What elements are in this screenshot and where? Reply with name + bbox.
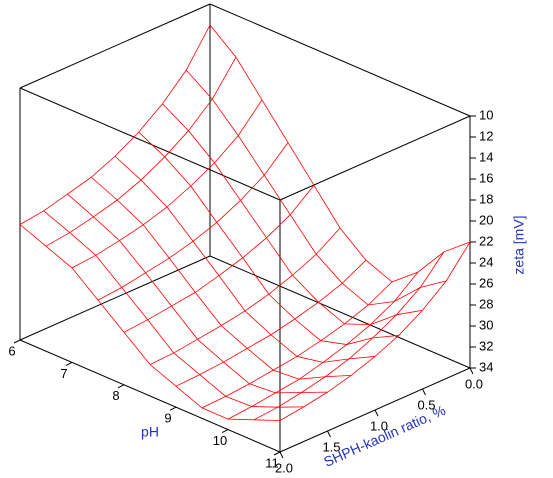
y-tick-label: 0.0 — [465, 376, 483, 391]
y-axis-title: SHPH-kaolin ratio, % — [321, 402, 448, 470]
z-tick-label: 26 — [479, 275, 493, 290]
z-tick-label: 16 — [479, 170, 493, 185]
mesh-line — [138, 131, 399, 345]
x-tick — [169, 406, 177, 411]
mesh-line — [97, 142, 289, 301]
z-tick-label: 22 — [479, 233, 493, 248]
x-tick-label: 7 — [60, 366, 67, 381]
y-tick-label: 2.0 — [275, 460, 293, 475]
x-tick — [65, 361, 73, 366]
x-tick-label: 11 — [265, 455, 279, 470]
x-tick-label: 6 — [8, 343, 15, 358]
mesh-line — [201, 281, 393, 409]
mesh-line — [209, 24, 471, 283]
box-edge — [19, 3, 211, 89]
mesh-line — [149, 227, 341, 365]
y-tick — [422, 388, 426, 396]
z-tick-label: 14 — [479, 149, 493, 164]
box-edge — [19, 255, 211, 341]
y-tick — [279, 451, 284, 459]
mesh-line — [114, 155, 376, 363]
z-tick-label: 32 — [479, 338, 493, 353]
mesh-line — [123, 185, 315, 333]
x-tick — [117, 384, 125, 389]
mesh-line — [67, 193, 328, 394]
z-tick-label: 18 — [479, 191, 493, 206]
surface — [19, 24, 471, 421]
x-tick — [273, 451, 281, 456]
mesh-line — [253, 251, 445, 421]
y-tick-label: 0.5 — [417, 397, 435, 412]
z-tick-label: 30 — [479, 317, 493, 332]
y-tick-label: 1.0 — [370, 418, 388, 433]
box-edge — [209, 255, 471, 369]
box-edge — [19, 87, 281, 201]
y-tick-label: 1.5 — [322, 439, 340, 454]
mesh-line — [185, 69, 447, 306]
x-tick — [221, 429, 229, 434]
x-tick-label: 9 — [164, 411, 171, 426]
x-tick — [13, 339, 21, 344]
box-edge — [279, 115, 471, 201]
z-tick-label: 10 — [479, 107, 493, 122]
box-edge — [19, 339, 281, 453]
z-tick-label: 24 — [479, 254, 493, 269]
mesh-line — [71, 99, 263, 269]
axis-box — [19, 3, 471, 453]
z-tick-label: 28 — [479, 296, 493, 311]
y-tick — [374, 409, 379, 417]
mesh-line — [19, 24, 211, 225]
box-edge — [209, 3, 471, 117]
y-tick — [469, 367, 474, 375]
mesh-line — [45, 57, 237, 247]
z-axis-title: zeta [mV] — [511, 215, 527, 274]
z-tick-label: 20 — [479, 212, 493, 227]
x-tick-label: 8 — [112, 388, 119, 403]
y-tick — [327, 430, 331, 438]
mesh-line — [227, 271, 419, 420]
x-axis-title: pH — [141, 424, 159, 440]
z-tick-label: 34 — [479, 359, 493, 374]
mesh-line — [175, 259, 367, 387]
x-tick-label: 10 — [213, 433, 227, 448]
z-tick-label: 12 — [479, 128, 493, 143]
mesh-line — [279, 241, 471, 421]
